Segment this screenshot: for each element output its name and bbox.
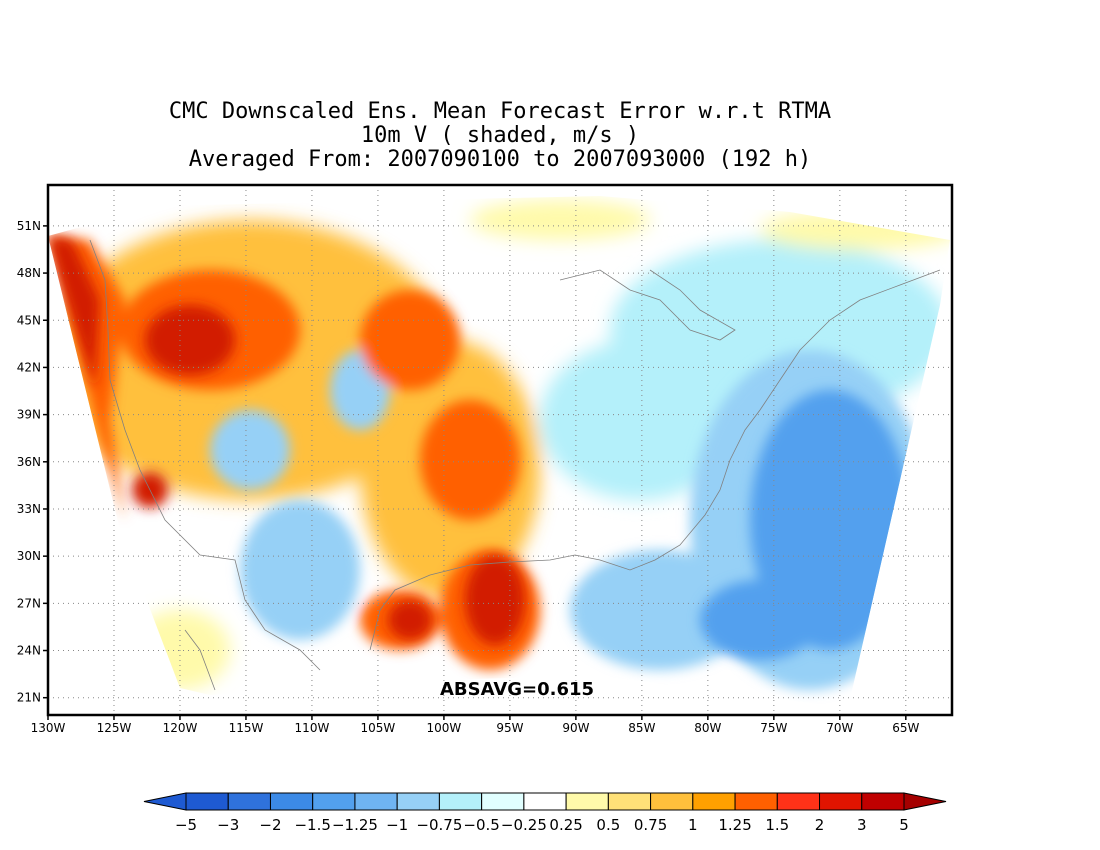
colorbar-swatch bbox=[523, 792, 567, 811]
region-ohio-faint-neg bbox=[540, 340, 740, 500]
region-mexico-strong-pos bbox=[388, 600, 432, 640]
colorbar-label: 2 bbox=[815, 816, 825, 834]
great-lakes-outline bbox=[559, 269, 736, 341]
longitude-ticks: 130W 125W 120W 115W 110W 105W 100W 95W 90W 85W 80W… bbox=[31, 715, 920, 735]
lon-tick-label: 70W bbox=[826, 721, 853, 735]
region-ne-faint-pos bbox=[760, 210, 950, 250]
lat-tick-label: 42N bbox=[17, 360, 41, 374]
region-texas-strong-pos bbox=[465, 555, 525, 645]
colorbar-swatch bbox=[692, 792, 736, 811]
colorbar-label: 0.25 bbox=[549, 816, 582, 834]
lon-tick-label: 130W bbox=[31, 721, 66, 735]
map-title: CMC Downscaled Ens. Mean Forecast Error … bbox=[0, 100, 1000, 172]
colorbar-swatch bbox=[607, 792, 652, 811]
lat-tick-label: 21N bbox=[17, 691, 41, 705]
colorbar-swatch bbox=[776, 792, 821, 811]
colorbar-label: −5 bbox=[175, 816, 197, 834]
region-coast-strong-pos bbox=[48, 236, 100, 390]
colorbar-swatch bbox=[565, 792, 609, 811]
colorbar-label: 1.5 bbox=[765, 816, 789, 834]
colorbar-swatch bbox=[861, 792, 905, 811]
colorbar-label: 1.25 bbox=[718, 816, 751, 834]
lat-tick-label: 24N bbox=[17, 644, 41, 658]
colorbar-label: −0.25 bbox=[501, 816, 547, 834]
colorbar-label: −2 bbox=[259, 816, 281, 834]
title-line-3: Averaged From: 2007090100 to 2007093000 … bbox=[188, 147, 812, 172]
colorbar-over-arrow bbox=[903, 792, 947, 811]
colorbar-label: 0.5 bbox=[596, 816, 620, 834]
absavg-label: ABSAVG=0.615 bbox=[440, 679, 594, 700]
pacific-coastline bbox=[89, 239, 321, 671]
colorbar-label: −0.5 bbox=[463, 816, 499, 834]
lon-tick-label: 110W bbox=[295, 721, 330, 735]
region-north-faint-pos bbox=[470, 200, 650, 240]
colorbar-swatch bbox=[438, 792, 483, 811]
region-dakotas-pos bbox=[360, 290, 460, 390]
colorbar-swatch bbox=[227, 792, 271, 811]
lat-tick-label: 51N bbox=[17, 219, 41, 233]
region-kansas-pos bbox=[420, 400, 520, 520]
shaded-field bbox=[48, 196, 950, 708]
lat-tick-label: 33N bbox=[17, 502, 41, 516]
region-idaho-strong-pos bbox=[145, 305, 235, 375]
lat-tick-label: 27N bbox=[17, 596, 41, 610]
gulf-atlantic-coastline bbox=[369, 269, 941, 651]
lon-tick-label: 80W bbox=[694, 721, 721, 735]
lat-tick-label: 36N bbox=[17, 455, 41, 469]
core-tones bbox=[48, 236, 910, 660]
colorbar-under-arrow bbox=[143, 792, 187, 811]
lon-tick-label: 75W bbox=[760, 721, 787, 735]
colorbar-swatch bbox=[312, 792, 356, 811]
lon-tick-label: 65W bbox=[892, 721, 919, 735]
latitude-ticks: 51N 48N 45N 42N 39N 36N 33N 30N 27N 24N 21N bbox=[17, 219, 48, 705]
lon-tick-label: 100W bbox=[427, 721, 462, 735]
lat-tick-label: 45N bbox=[17, 313, 41, 327]
lon-tick-label: 125W bbox=[97, 721, 132, 735]
colorbar-label: −1.5 bbox=[294, 816, 330, 834]
lat-tick-label: 39N bbox=[17, 408, 41, 422]
colorbar-swatch bbox=[650, 792, 694, 811]
colorbar-label: −1 bbox=[386, 816, 408, 834]
colorbar-swatch bbox=[819, 792, 863, 811]
colorbar: −5 −3 −2 −1.5 −1.25 −1 −0.75 −0.5 −0.25 0.25 0.5 0.… bbox=[143, 792, 947, 834]
graticule bbox=[48, 185, 952, 715]
colorbar-label: 5 bbox=[899, 816, 909, 834]
lon-tick-label: 95W bbox=[496, 721, 523, 735]
colorbar-swatch bbox=[185, 792, 229, 811]
lon-tick-label: 120W bbox=[163, 721, 198, 735]
region-southwest-neg bbox=[210, 410, 290, 490]
region-bahamas-strong-neg bbox=[700, 580, 820, 660]
colorbar-label: 0.75 bbox=[634, 816, 667, 834]
region-mexico-neg bbox=[240, 500, 360, 640]
colorbar-label: 1 bbox=[688, 816, 698, 834]
colorbar-swatch bbox=[481, 792, 525, 811]
title-line-1: CMC Downscaled Ens. Mean Forecast Error … bbox=[168, 99, 832, 124]
plot-frame bbox=[46, 183, 954, 717]
lon-tick-label: 85W bbox=[628, 721, 655, 735]
colorbar-swatch bbox=[354, 792, 398, 811]
baja-outline bbox=[184, 629, 216, 691]
colorbar-label: −0.75 bbox=[416, 816, 462, 834]
region-atlantic-strong-neg bbox=[750, 390, 910, 650]
colorbar-label: 3 bbox=[857, 816, 867, 834]
lon-tick-label: 105W bbox=[361, 721, 396, 735]
colorbar-swatch bbox=[734, 792, 778, 811]
title-line-2: 10m V ( shaded, m/s ) bbox=[360, 123, 640, 148]
lon-tick-label: 90W bbox=[562, 721, 589, 735]
colorbar-swatch bbox=[396, 792, 440, 811]
colorbar-label: −1.25 bbox=[332, 816, 378, 834]
lat-tick-label: 30N bbox=[17, 549, 41, 563]
region-pacific-edge-pos bbox=[48, 236, 125, 520]
colorbar-swatch bbox=[269, 792, 314, 811]
region-gulf-neg bbox=[570, 550, 750, 670]
lon-tick-label: 115W bbox=[229, 721, 264, 735]
colorbar-label: −3 bbox=[217, 816, 239, 834]
coastlines bbox=[89, 239, 941, 691]
lat-tick-label: 48N bbox=[17, 266, 41, 280]
